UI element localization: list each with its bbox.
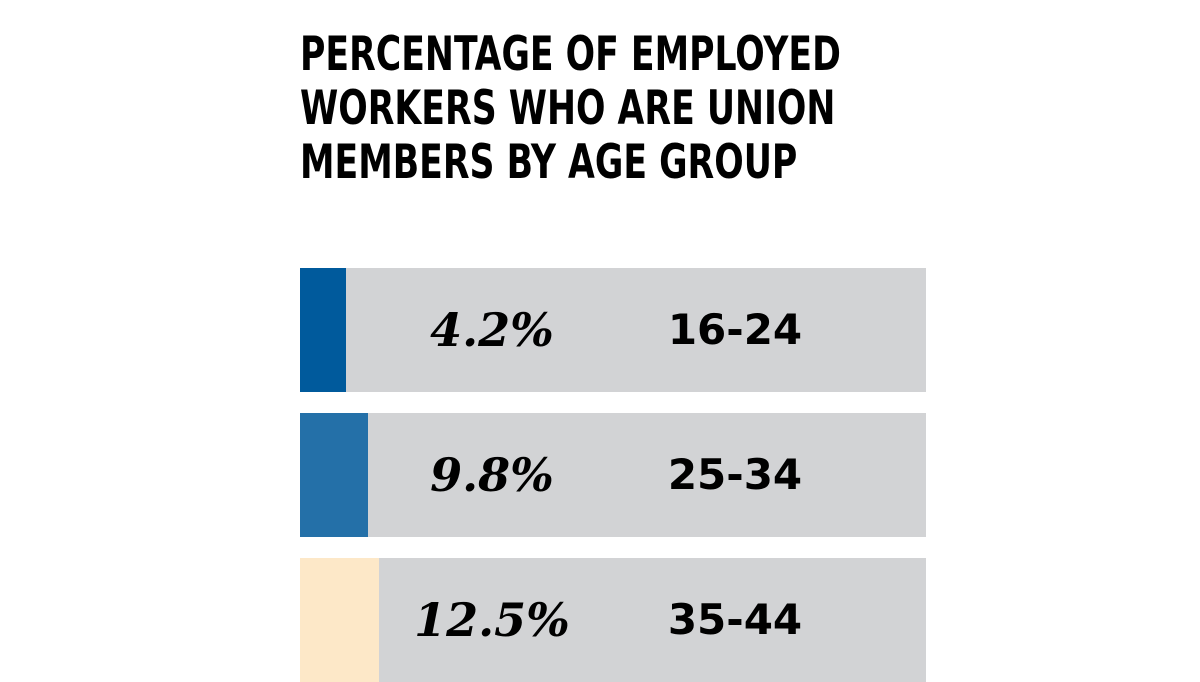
category-label: 25-34 <box>667 450 803 499</box>
bar-16-24 <box>300 268 347 392</box>
bar-row-35-44: 12.5% 35-44 <box>300 558 926 682</box>
title-line: PERCENTAGE OF EMPLOYED <box>300 27 841 82</box>
bar-row-25-34: 9.8% 25-34 <box>300 413 926 537</box>
category-label: 35-44 <box>667 595 803 644</box>
bar-row-16-24: 4.2% 16-24 <box>300 268 926 392</box>
data-label: 12.5% <box>414 593 570 647</box>
bar-35-44 <box>300 558 379 682</box>
chart-title: PERCENTAGE OF EMPLOYED WORKERS WHO ARE U… <box>300 28 874 190</box>
title-line: MEMBERS BY AGE GROUP <box>300 135 798 190</box>
data-label: 4.2% <box>430 303 554 357</box>
title-line: WORKERS WHO ARE UNION <box>300 81 836 136</box>
data-label: 9.8% <box>430 448 554 502</box>
bar-25-34 <box>300 413 369 537</box>
category-label: 16-24 <box>667 305 803 354</box>
